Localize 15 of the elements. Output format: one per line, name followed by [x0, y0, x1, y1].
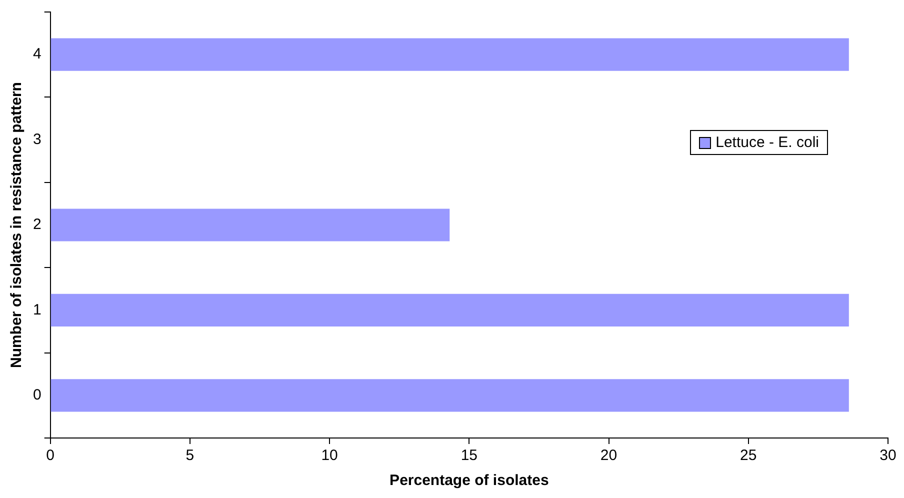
y-tick-label: 2 [33, 216, 42, 234]
x-axis-title: Percentage of isolates [390, 472, 549, 490]
y-tick-label: 1 [33, 301, 42, 318]
x-tick-label: 20 [600, 447, 618, 464]
x-tick-label: 15 [460, 447, 478, 464]
x-tick-label: 25 [740, 447, 757, 464]
legend-label: Lettuce - E. coli [716, 134, 819, 151]
y-tick-label: 0 [33, 386, 42, 404]
x-tick-label: 5 [186, 447, 194, 464]
y-tick-label: 3 [33, 130, 42, 148]
y-axis-title: Number of isolates in resistance pattern [8, 82, 26, 368]
y-tick-label: 4 [33, 46, 42, 63]
x-tick-label: 10 [321, 447, 338, 464]
x-tick-label: 30 [880, 447, 896, 464]
x-tick-label: 0 [46, 447, 55, 464]
